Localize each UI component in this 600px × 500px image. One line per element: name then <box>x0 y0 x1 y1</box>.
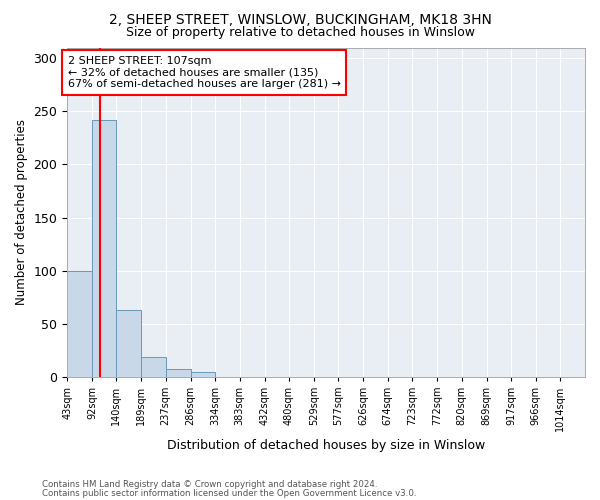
Bar <box>191 372 215 377</box>
Text: 2 SHEEP STREET: 107sqm
← 32% of detached houses are smaller (135)
67% of semi-de: 2 SHEEP STREET: 107sqm ← 32% of detached… <box>68 56 341 89</box>
Bar <box>141 356 166 377</box>
Text: Size of property relative to detached houses in Winslow: Size of property relative to detached ho… <box>125 26 475 39</box>
Bar <box>92 120 116 377</box>
Bar <box>67 270 92 377</box>
Text: 2, SHEEP STREET, WINSLOW, BUCKINGHAM, MK18 3HN: 2, SHEEP STREET, WINSLOW, BUCKINGHAM, MK… <box>109 12 491 26</box>
Bar <box>116 310 141 377</box>
Text: Contains HM Land Registry data © Crown copyright and database right 2024.: Contains HM Land Registry data © Crown c… <box>42 480 377 489</box>
Text: Contains public sector information licensed under the Open Government Licence v3: Contains public sector information licen… <box>42 490 416 498</box>
Bar <box>166 370 191 377</box>
Y-axis label: Number of detached properties: Number of detached properties <box>15 119 28 305</box>
X-axis label: Distribution of detached houses by size in Winslow: Distribution of detached houses by size … <box>167 440 485 452</box>
